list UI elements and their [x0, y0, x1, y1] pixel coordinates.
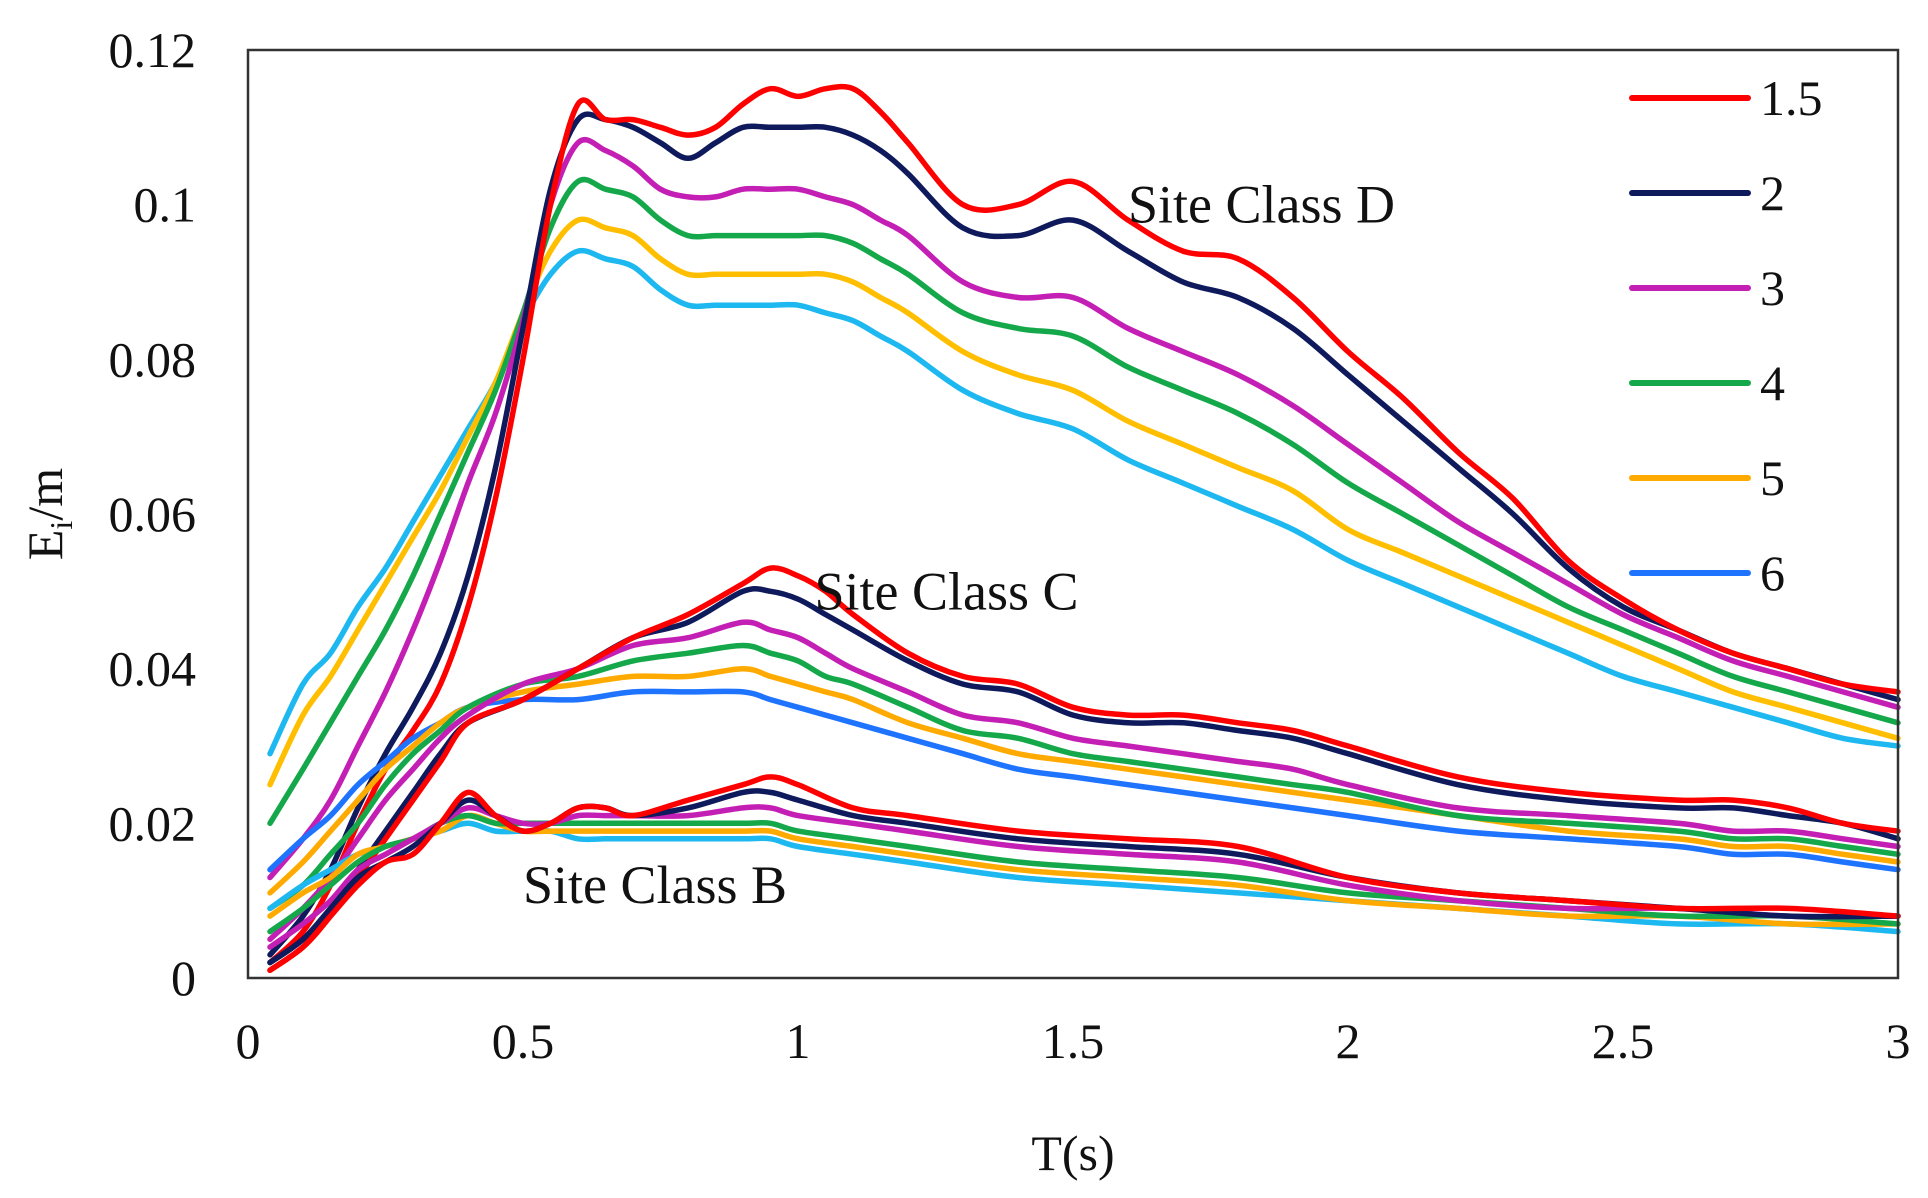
site-class-d-series-5 [267, 216, 1901, 788]
legend-label: 4 [1760, 355, 1785, 411]
y-tick-label: 0.12 [109, 22, 197, 78]
site-class-c-series-1-5 [267, 565, 1901, 974]
x-tick-label: 2.5 [1592, 1013, 1655, 1069]
x-axis-ticks: 0 0.5 1 1.5 2 2.5 3 [236, 1013, 1911, 1069]
x-tick-label: 1 [786, 1013, 811, 1069]
x-tick-label: 2 [1336, 1013, 1361, 1069]
y-axis-title-rest: /m [17, 468, 73, 521]
legend-item-1-5: 1.5 [1629, 70, 1823, 126]
legend-item-3: 3 [1629, 260, 1785, 316]
y-axis-title-subscript: i [43, 521, 79, 530]
legend-label: 5 [1760, 450, 1785, 506]
x-tick-label: 0 [236, 1013, 261, 1069]
annotation-site-class-b: Site Class B [523, 855, 787, 915]
site-class-d-group [267, 83, 1901, 966]
y-tick-label: 0.06 [109, 486, 197, 542]
site-class-d-series-3 [267, 136, 1901, 881]
legend: 1.5 2 3 4 5 6 [1629, 70, 1823, 601]
y-tick-label: 0 [171, 950, 196, 1006]
legend-label: 1.5 [1760, 70, 1823, 126]
y-axis-ticks: 0 0.02 0.04 0.06 0.08 0.1 0.12 [109, 22, 197, 1006]
site-class-d-series-2 [267, 111, 1901, 958]
site-class-c-group [267, 565, 1901, 974]
site-class-d-series-4 [267, 176, 1901, 827]
legend-label: 6 [1760, 545, 1785, 601]
x-axis-title: T(s) [1031, 1125, 1114, 1181]
site-class-b-series-1-5 [267, 774, 1901, 974]
x-tick-label: 3 [1886, 1013, 1911, 1069]
y-axis-title-base: E [17, 530, 73, 561]
annotation-site-class-c: Site Class C [815, 561, 1079, 621]
y-tick-label: 0.08 [109, 331, 197, 387]
legend-item-5: 5 [1629, 450, 1785, 506]
legend-item-4: 4 [1629, 355, 1785, 411]
y-tick-label: 0.04 [109, 641, 197, 697]
legend-item-6: 6 [1629, 545, 1785, 601]
site-class-c-series-4 [267, 642, 1901, 912]
legend-label: 3 [1760, 260, 1785, 316]
series-layer [267, 83, 1901, 974]
legend-item-2: 2 [1629, 165, 1785, 221]
x-tick-label: 0.5 [492, 1013, 555, 1069]
site-class-b-group [267, 774, 1901, 974]
site-class-d-series-6 [267, 247, 1901, 757]
legend-label: 2 [1760, 165, 1785, 221]
plot-area-frame [246, 48, 1900, 980]
y-tick-label: 0.02 [109, 795, 197, 851]
site-class-c-series-2 [267, 585, 1901, 966]
y-axis-title: Ei/m [17, 468, 79, 560]
x-tick-label: 1.5 [1042, 1013, 1105, 1069]
site-class-d-series-1-5 [267, 83, 1901, 966]
annotation-site-class-d: Site Class D [1128, 175, 1395, 235]
annotations: Site Class D Site Class C Site Class B [523, 175, 1395, 916]
y-tick-label: 0.1 [134, 177, 197, 233]
site-class-c-series-3 [267, 619, 1901, 943]
site-class-c-series-5 [267, 665, 1901, 896]
site-class-c-series-6 [267, 688, 1901, 873]
site-class-b-series-3 [267, 804, 1901, 950]
